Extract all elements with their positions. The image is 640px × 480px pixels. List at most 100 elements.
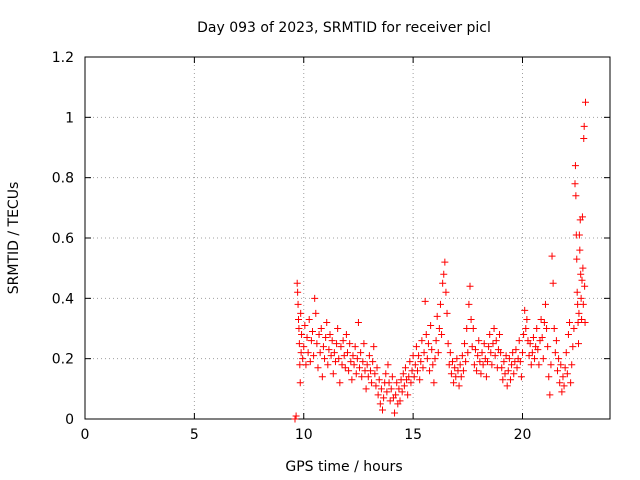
data-point [350,361,358,369]
data-point [301,321,309,329]
data-point [533,325,541,332]
data-point [424,340,432,348]
data-point [411,361,419,369]
data-point [426,367,434,375]
data-point [467,315,475,323]
data-point [433,312,441,320]
x-tick-label: 10 [295,427,313,443]
data-point [325,346,333,354]
data-point [297,309,305,317]
data-point [312,309,320,317]
data-point [546,391,554,399]
data-point [323,318,331,326]
data-point [581,318,589,326]
data-point [484,358,491,366]
data-point [346,340,354,348]
data-point [573,288,581,296]
data-point [418,337,426,345]
data-point [504,367,512,375]
data-point [293,279,301,287]
data-point [451,364,459,372]
data-point [295,325,303,332]
data-point [387,385,395,393]
data-point [564,331,572,339]
data-point [501,370,509,378]
data-point [422,331,430,339]
data-points [291,98,589,423]
data-point [543,325,551,332]
data-point [347,358,355,366]
data-point [529,334,537,342]
data-point [576,246,584,254]
data-point [296,379,304,387]
data-point [459,367,467,375]
data-point [440,270,448,278]
data-point [545,373,553,381]
data-point [392,391,400,399]
data-point [537,315,545,323]
data-point [579,264,587,272]
data-point [464,349,472,357]
data-point [468,343,476,351]
data-point [294,300,302,308]
data-point [368,379,376,387]
data-point [580,122,588,130]
data-point [359,358,367,366]
data-point [399,370,407,378]
data-point [523,315,531,323]
data-point [348,376,356,384]
data-point [443,309,451,317]
data-point [315,331,323,339]
data-point [566,318,574,326]
data-point [510,370,518,378]
data-point [345,367,353,375]
data-point [380,394,388,402]
data-point [417,358,425,366]
data-point [447,370,455,378]
data-point [317,325,325,332]
data-point [373,364,381,372]
data-point [384,361,392,369]
data-point [575,231,583,239]
data-point [581,282,589,290]
data-point [540,318,548,326]
data-point [313,340,321,348]
data-point [439,279,447,287]
data-point [455,382,463,390]
data-point [404,391,412,399]
data-point [382,370,390,378]
data-point [520,331,528,339]
x-axis-label: GPS time / hours [285,459,402,475]
data-point [298,331,306,339]
y-tick-label: 0.4 [52,291,74,307]
data-point [366,367,374,375]
data-point [559,373,567,381]
data-point [423,355,431,363]
data-point [456,361,464,369]
data-point [442,288,450,296]
data-point [578,276,586,284]
data-point [475,337,483,345]
data-point [449,358,456,366]
data-point [310,352,318,360]
data-point [500,358,508,366]
data-point [336,379,344,387]
data-point [571,162,579,170]
data-point [534,346,542,354]
data-point [469,325,477,332]
data-point [401,364,409,372]
data-point [550,325,558,332]
y-tick-label: 0.8 [52,171,74,187]
data-point [430,379,438,387]
data-point [575,309,583,317]
data-point [337,343,345,351]
data-point [322,334,330,342]
data-point [551,349,559,357]
data-point [554,367,561,375]
data-point [492,337,500,345]
data-point [531,355,539,363]
data-point [526,340,534,348]
data-point [307,337,315,345]
data-point [415,352,423,360]
data-point [421,297,429,305]
